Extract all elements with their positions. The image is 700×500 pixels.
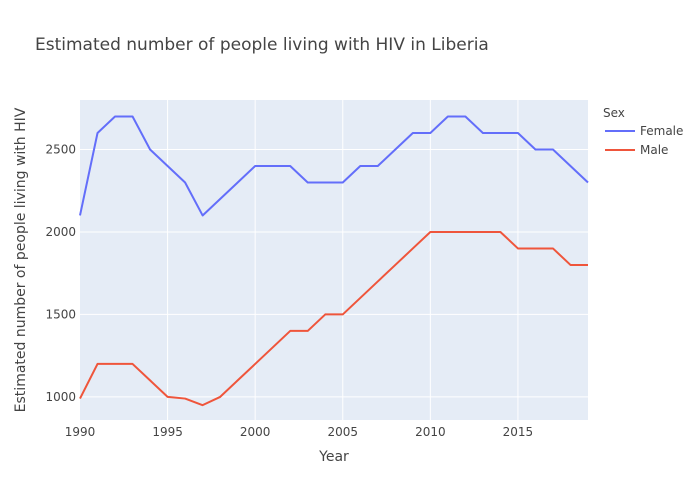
x-tick-labels: 1990 1995 2000 2005 2010 2015 bbox=[65, 425, 533, 439]
legend-title: Sex bbox=[603, 106, 625, 120]
legend-label: Female bbox=[640, 124, 683, 138]
legend-item-female[interactable]: Female bbox=[605, 124, 683, 138]
chart-title: Estimated number of people living with H… bbox=[35, 35, 489, 55]
series-lines bbox=[79, 115, 589, 407]
series-line-female[interactable] bbox=[79, 115, 589, 217]
x-tick-label: 2015 bbox=[503, 425, 534, 439]
plot-area bbox=[80, 100, 588, 420]
x-tick-label: 2005 bbox=[327, 425, 358, 439]
legend-label: Male bbox=[640, 143, 668, 157]
legend-item-male[interactable]: Male bbox=[605, 143, 668, 157]
legend[interactable]: Sex Female Male bbox=[603, 106, 683, 157]
x-tick-label: 2010 bbox=[415, 425, 446, 439]
y-axis-title: Estimated number of people living with H… bbox=[13, 107, 29, 412]
y-tick-label: 2000 bbox=[45, 225, 76, 239]
y-tick-label: 1000 bbox=[45, 390, 76, 404]
series-line-male[interactable] bbox=[79, 230, 588, 407]
x-tick-label: 2000 bbox=[240, 425, 271, 439]
y-tick-label: 2500 bbox=[45, 142, 76, 156]
x-axis-title: Year bbox=[318, 449, 349, 465]
y-tick-label: 1500 bbox=[45, 307, 76, 321]
x-tick-label: 1995 bbox=[152, 425, 183, 439]
y-tick-labels: 1000 1500 2000 2500 bbox=[45, 142, 76, 403]
x-tick-label: 1990 bbox=[65, 425, 96, 439]
